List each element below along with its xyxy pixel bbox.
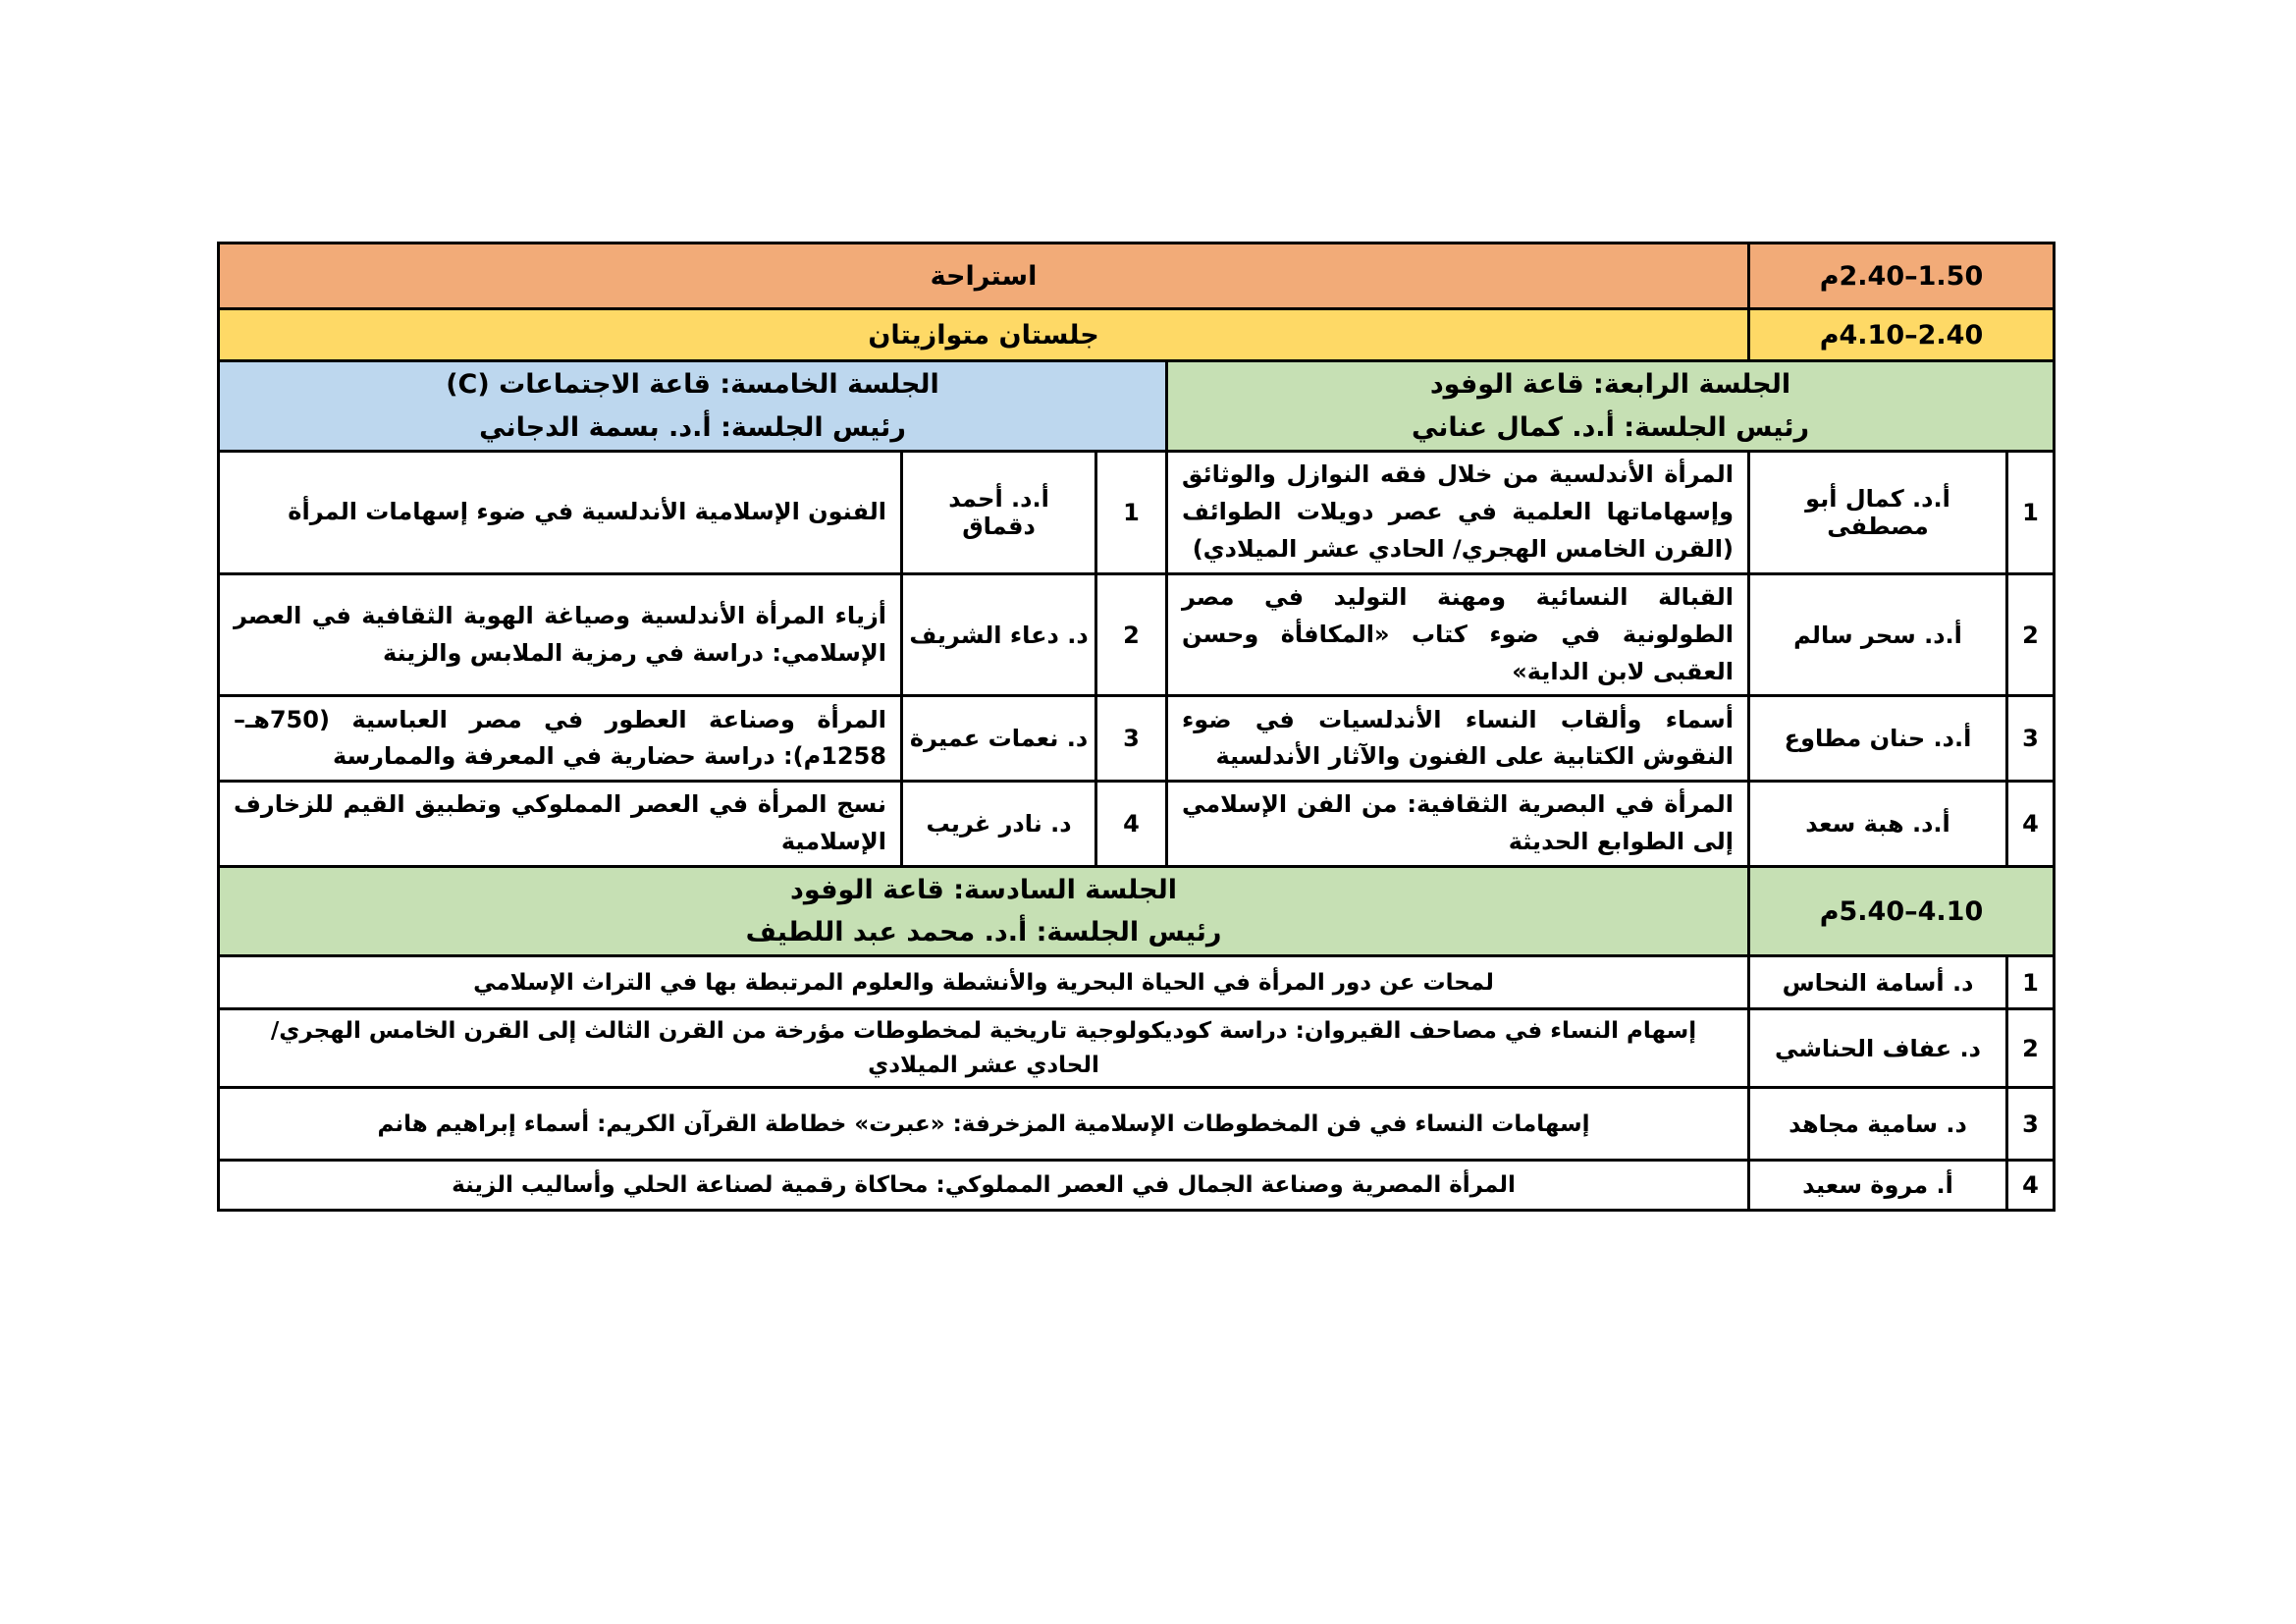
session5-speaker: د. دعاء الشريف <box>903 574 1097 695</box>
session5-paper-title: أزياء المرأة الأندلسية وصياغة الهوية الث… <box>220 574 903 695</box>
session6-row-number: 3 <box>2022 1110 2039 1138</box>
conference-schedule-table: 1.50–2.40م استراحة 2.40–4.10م جلستان متو… <box>217 242 2056 1213</box>
session4-paper-title: المرأة في البصرية الثقافية: من الفن الإس… <box>1168 783 1750 866</box>
session6-row-number: 4 <box>2022 1171 2039 1200</box>
session5-header: الجلسة الخامسة: قاعة الاجتماعات (C) رئيس… <box>220 362 1168 450</box>
session6-time: 4.10–5.40م <box>1819 895 1984 927</box>
session4-speaker: أ.د. حنان مطاوع <box>1750 697 2008 781</box>
session5-row-number: 2 <box>1097 574 1168 695</box>
session4-paper-title: أسماء وألقاب النساء الأندلسيات في ضوء ال… <box>1168 697 1750 781</box>
session6-speaker: د. سامية مجاهد <box>1750 1089 2008 1160</box>
session6-row-number: 2 <box>2022 1034 2039 1062</box>
session5-title: الجلسة الخامسة: قاعة الاجتماعات (C) <box>446 368 939 400</box>
session6-paper-title: إسهامات النساء في فن المخطوطات الإسلامية… <box>220 1089 1750 1160</box>
session4-speaker: أ.د. هبة سعد <box>1750 783 2008 866</box>
table-row: 4 أ. مروة سعيد المرأة المصرية وصناعة الج… <box>220 1159 2053 1210</box>
table-row: 3 أ.د. حنان مطاوع أسماء وألقاب النساء ال… <box>220 694 2053 781</box>
session4-row-number: 4 <box>2022 810 2039 839</box>
session4-paper-title: القبالة النسائية ومهنة التوليد في مصر ال… <box>1168 574 1750 695</box>
table-row: 3 د. سامية مجاهد إسهامات النساء في فن ال… <box>220 1086 2053 1160</box>
session4-row-number: 3 <box>2022 725 2039 753</box>
table-row: 2 د. عفاف الحناشي إسهام النساء في مصاحف … <box>220 1007 2053 1087</box>
table-row: 1 أ.د. كمال أبو مصطفى المرأة الأندلسية م… <box>220 450 2053 572</box>
session-headers-row: الجلسة الرابعة: قاعة الوفود رئيس الجلسة:… <box>220 359 2053 450</box>
parallel-sessions-row: 2.40–4.10م جلستان متوازيتان <box>220 307 2053 359</box>
session6-time-cell: 4.10–5.40م <box>1750 868 2053 955</box>
parallel-time-cell: 2.40–4.10م <box>1750 310 2053 359</box>
table-row: 1 د. أسامة النحاس لمحات عن دور المرأة في… <box>220 954 2053 1008</box>
session4-title: الجلسة الرابعة: قاعة الوفود <box>1429 368 1791 400</box>
parallel-label-cell: جلستان متوازيتان <box>220 310 1750 359</box>
session6-header: الجلسة السادسة: قاعة الوفود رئيس الجلسة:… <box>220 868 1750 955</box>
session6-speaker: أ. مروة سعيد <box>1750 1162 2008 1210</box>
session5-speaker: د. نادر غريب <box>903 783 1097 866</box>
session4-row-number: 2 <box>2022 621 2039 649</box>
break-time-cell: 1.50–2.40م <box>1750 244 2053 307</box>
session5-row-number: 4 <box>1097 783 1168 866</box>
session6-speaker: د. أسامة النحاس <box>1750 957 2008 1008</box>
session5-row-number: 1 <box>1097 453 1168 572</box>
session4-paper-title: المرأة الأندلسية من خلال فقه النوازل وال… <box>1168 453 1750 572</box>
break-label: استراحة <box>930 260 1038 292</box>
session5-speaker: د. نعمات عميرة <box>903 697 1097 781</box>
session5-paper-title: الفنون الإسلامية الأندلسية في ضوء إسهاما… <box>220 453 903 572</box>
break-time: 1.50–2.40م <box>1819 260 1984 292</box>
parallel-label: جلستان متوازيتان <box>868 319 1099 351</box>
session5-paper-title: المرأة وصناعة العطور في مصر العباسية (75… <box>220 697 903 781</box>
session5-speaker: أ.د. أحمد دقماق <box>903 453 1097 572</box>
session5-row-number: 3 <box>1097 697 1168 781</box>
session6-paper-title: لمحات عن دور المرأة في الحياة البحرية وا… <box>220 957 1750 1008</box>
session6-row-number: 1 <box>2022 968 2039 997</box>
session4-speaker: أ.د. سحر سالم <box>1750 574 2008 695</box>
session5-chair: رئيس الجلسة: أ.د. بسمة الدجاني <box>479 411 906 443</box>
session6-speaker: د. عفاف الحناشي <box>1750 1010 2008 1087</box>
session6-paper-title: إسهام النساء في مصاحف القيروان: دراسة كو… <box>220 1010 1750 1087</box>
session4-chair: رئيس الجلسة: أ.د. كمال عناني <box>1411 411 1810 443</box>
break-label-cell: استراحة <box>220 244 1750 307</box>
session4-row-number: 1 <box>2022 498 2039 526</box>
session4-header: الجلسة الرابعة: قاعة الوفود رئيس الجلسة:… <box>1168 362 2053 450</box>
table-row: 4 أ.د. هبة سعد المرأة في البصرية الثقافي… <box>220 780 2053 866</box>
session4-speaker: أ.د. كمال أبو مصطفى <box>1750 453 2008 572</box>
session5-paper-title: نسج المرأة في العصر المملوكي وتطبيق القي… <box>220 783 903 866</box>
session6-chair: رئيس الجلسة: أ.د. محمد عبد اللطيف <box>745 917 1222 948</box>
session6-paper-title: المرأة المصرية وصناعة الجمال في العصر ال… <box>220 1162 1750 1210</box>
table-row: 2 أ.د. سحر سالم القبالة النسائية ومهنة ا… <box>220 571 2053 695</box>
session6-header-row: 4.10–5.40م الجلسة السادسة: قاعة الوفود ر… <box>220 865 2053 955</box>
break-row: 1.50–2.40م استراحة <box>220 244 2053 307</box>
session6-title: الجلسة السادسة: قاعة الوفود <box>790 874 1177 905</box>
parallel-time: 2.40–4.10م <box>1819 319 1984 351</box>
